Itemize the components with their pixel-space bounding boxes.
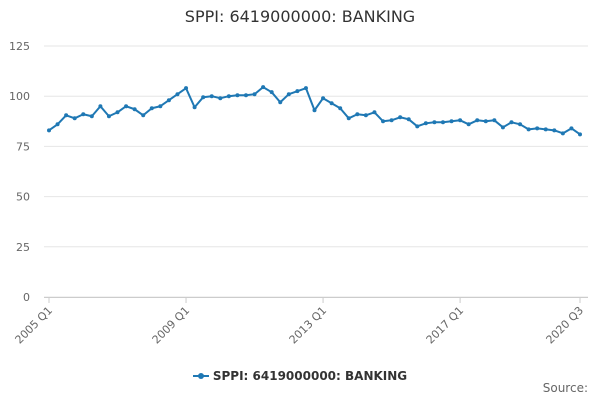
- x-tick-label: 2009 Q1: [150, 304, 193, 347]
- x-tick-label: 2013 Q1: [287, 304, 330, 347]
- data-point: [338, 106, 343, 111]
- data-point: [184, 86, 189, 91]
- data-point: [398, 115, 403, 120]
- data-point: [321, 96, 326, 101]
- data-point: [235, 93, 240, 98]
- data-point: [355, 112, 360, 117]
- data-point: [518, 122, 523, 127]
- data-point: [81, 112, 86, 117]
- data-point: [458, 118, 463, 123]
- data-point: [166, 98, 171, 103]
- data-point: [423, 121, 428, 126]
- data-point: [55, 122, 60, 127]
- data-point: [483, 119, 488, 124]
- source-label: Source:: [542, 381, 588, 395]
- y-tick-label: 75: [16, 140, 30, 153]
- data-point: [415, 124, 420, 129]
- data-point: [329, 101, 334, 106]
- legend-item[interactable]: SPPI: 6419000000: BANKING: [192, 369, 408, 383]
- data-point: [363, 113, 368, 118]
- data-point: [47, 128, 51, 133]
- data-point: [149, 106, 154, 111]
- x-tick-label: 2005 Q1: [13, 304, 56, 347]
- legend[interactable]: SPPI: 6419000000: BANKING: [0, 366, 600, 383]
- data-point: [89, 114, 94, 119]
- data-point: [115, 110, 120, 115]
- legend-swatch-icon: [192, 373, 209, 379]
- y-tick-label: 0: [23, 291, 30, 304]
- data-point: [475, 118, 480, 123]
- data-point: [346, 116, 351, 121]
- data-point: [466, 122, 471, 127]
- data-point: [201, 95, 206, 100]
- series-layer: [47, 85, 582, 137]
- data-point: [303, 86, 308, 91]
- data-point: [252, 92, 257, 97]
- data-point: [449, 119, 454, 124]
- data-point: [72, 116, 77, 121]
- data-point: [218, 96, 223, 101]
- data-point: [158, 104, 163, 109]
- gridlines: [44, 45, 588, 298]
- data-point: [552, 128, 557, 133]
- data-point: [389, 118, 394, 123]
- data-point: [492, 118, 497, 123]
- data-point: [381, 119, 386, 124]
- data-point: [569, 126, 574, 131]
- y-axis-tick-labels: 0 25 50 75 100 125: [9, 40, 30, 304]
- legend-label: SPPI: 6419000000: BANKING: [212, 369, 408, 383]
- data-point: [286, 92, 291, 97]
- data-point: [500, 125, 505, 130]
- y-tick-label: 125: [9, 40, 30, 53]
- data-point: [269, 90, 274, 95]
- data-point: [526, 127, 531, 132]
- data-point: [192, 105, 197, 110]
- data-point: [578, 132, 582, 137]
- data-point: [243, 93, 248, 98]
- y-tick-label: 25: [16, 241, 30, 254]
- x-axis: [44, 297, 588, 303]
- data-point: [295, 89, 300, 94]
- data-point: [209, 94, 214, 99]
- data-point: [141, 113, 146, 118]
- data-point: [106, 114, 111, 119]
- data-point: [98, 104, 103, 109]
- chart-title: SPPI: 6419000000: BANKING: [184, 7, 416, 26]
- data-point: [509, 120, 514, 125]
- data-point: [406, 117, 411, 122]
- data-point: [440, 120, 445, 125]
- x-tick-label: 2020 Q3: [544, 304, 587, 347]
- data-point: [226, 94, 231, 99]
- data-point: [175, 92, 180, 97]
- data-point: [278, 100, 283, 105]
- data-point: [64, 113, 69, 118]
- y-tick-label: 100: [9, 90, 30, 103]
- data-point: [124, 104, 129, 109]
- data-point: [560, 131, 565, 136]
- data-point: [261, 85, 266, 90]
- data-point: [535, 126, 540, 131]
- data-point: [432, 120, 437, 125]
- y-tick-label: 50: [16, 191, 30, 204]
- x-tick-label: 2017 Q1: [424, 304, 467, 347]
- data-point: [312, 108, 317, 113]
- data-point: [543, 127, 548, 132]
- x-axis-tick-labels: 2005 Q1 2009 Q1 2013 Q1 2017 Q1 2020 Q3: [13, 304, 587, 347]
- data-point: [132, 107, 137, 112]
- data-point: [372, 110, 377, 115]
